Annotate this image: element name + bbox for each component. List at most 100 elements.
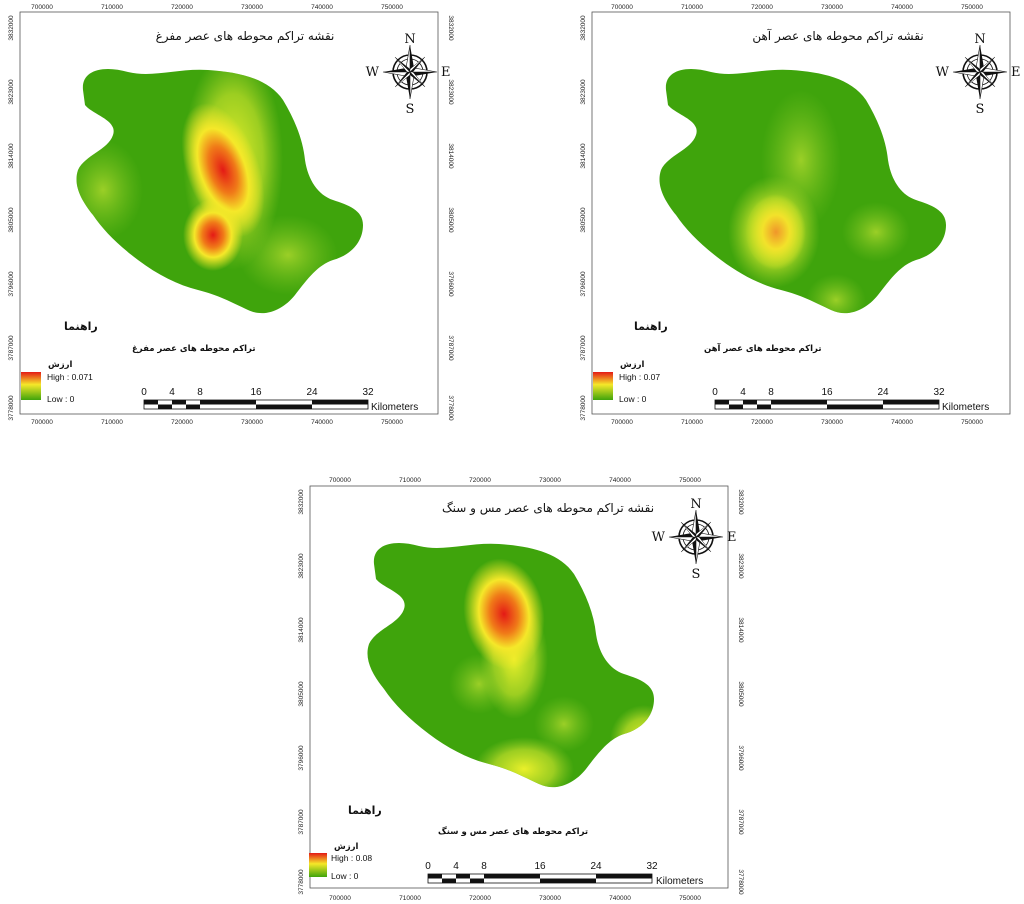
scale-label: 16 (821, 387, 833, 398)
scale-unit: Kilometers (371, 402, 418, 413)
legend-layer-name: تراکم محوطه های عصر مفرغ (132, 344, 256, 354)
scale-bar: 0 4 8 16 24 32 Kilometers (425, 861, 703, 887)
x-tick-label: 730000 (821, 419, 843, 426)
y-tick-labels-right: 3832000 3823000 3814000 3805000 3796000 … (447, 15, 454, 421)
y-tick-label: 3832000 (580, 15, 587, 41)
scale-label: 32 (646, 861, 658, 872)
north-arrow-icon: N S E W (936, 32, 1021, 117)
x-tick-label: 730000 (821, 4, 843, 11)
compass-n-label: N (404, 32, 415, 47)
scale-label: 32 (933, 387, 945, 398)
compass-n-label: N (690, 497, 701, 512)
scale-label: 24 (590, 861, 602, 872)
x-tick-label: 700000 (611, 419, 633, 426)
y-tick-label: 3814000 (298, 617, 305, 643)
legend-low-label: Low : 0 (331, 871, 359, 881)
x-tick-label: 750000 (961, 419, 983, 426)
scale-label: 16 (534, 861, 546, 872)
scale-unit: Kilometers (942, 402, 989, 413)
legend: راهنما تراکم محوطه های عصر مفرغ ارزش Hig… (21, 320, 256, 404)
legend-high-label: High : 0.07 (619, 372, 660, 382)
y-tick-label: 3787000 (298, 809, 305, 835)
compass-s-label: S (692, 567, 701, 582)
y-tick-label: 3787000 (8, 335, 15, 361)
y-tick-label: 3796000 (298, 745, 305, 771)
y-tick-label: 3805000 (737, 681, 744, 707)
y-tick-label: 3814000 (737, 617, 744, 643)
y-tick-label: 3805000 (447, 207, 454, 233)
x-tick-label: 740000 (311, 419, 333, 426)
legend: راهنما تراکم محوطه های عصر آهن ارزش High… (593, 320, 822, 404)
x-tick-label: 720000 (171, 419, 193, 426)
y-tick-label: 3778000 (298, 869, 305, 895)
x-tick-label: 750000 (381, 419, 403, 426)
x-tick-labels-top: 700000 710000 720000 730000 740000 75000… (611, 4, 983, 11)
x-tick-label: 700000 (611, 4, 633, 11)
legend-low-label: Low : 0 (47, 394, 75, 404)
compass-s-label: S (406, 102, 415, 117)
legend-color-ramp (593, 372, 613, 400)
legend-high-label: High : 0.071 (47, 372, 93, 382)
scale-label: 32 (362, 387, 374, 398)
x-tick-label: 700000 (31, 419, 53, 426)
legend-heading: راهنما (348, 804, 382, 817)
x-tick-label: 740000 (609, 895, 631, 902)
legend-layer-name: تراکم محوطه های عصر مس و سنگ (438, 826, 588, 837)
y-tick-label: 3787000 (580, 335, 587, 361)
y-tick-label: 3805000 (580, 207, 587, 233)
x-tick-labels-bottom: 700000 710000 720000 730000 740000 75000… (329, 895, 701, 902)
legend-heading: راهنما (634, 320, 668, 333)
y-tick-label: 3805000 (298, 681, 305, 707)
legend-high-label: High : 0.08 (331, 853, 372, 863)
scale-label: 4 (740, 387, 746, 398)
scale-label: 4 (169, 387, 175, 398)
scale-label: 24 (877, 387, 889, 398)
y-tick-label: 3805000 (8, 207, 15, 233)
x-tick-labels-bottom: 700000 710000 720000 730000 740000 75000… (611, 419, 983, 426)
legend-field-name: ارزش (620, 360, 645, 370)
bronze-age-density-map: 700000 710000 720000 730000 740000 75000… (0, 0, 460, 430)
y-tick-label: 3796000 (737, 745, 744, 771)
x-tick-label: 700000 (31, 4, 53, 11)
legend-field-name: ارزش (48, 360, 73, 370)
chalcolithic-density-map: 700000 710000 720000 730000 740000 75000… (292, 472, 752, 904)
compass-w-label: W (366, 65, 380, 80)
x-tick-label: 740000 (891, 4, 913, 11)
x-tick-labels-top: 700000 710000 720000 730000 740000 75000… (31, 4, 403, 11)
scale-label: 0 (712, 387, 718, 398)
x-tick-label: 710000 (101, 419, 123, 426)
map-title: نقشه تراکم محوطه های عصر مفرغ (156, 29, 335, 44)
iron-age-density-map: 700000 710000 720000 730000 740000 75000… (574, 0, 1024, 430)
compass-w-label: W (936, 65, 950, 80)
y-tick-label: 3823000 (737, 553, 744, 579)
x-tick-label: 730000 (241, 4, 263, 11)
y-tick-label: 3832000 (8, 15, 15, 41)
y-tick-label: 3787000 (447, 335, 454, 361)
map-title: نقشه تراکم محوطه های عصر مس و سنگ (442, 501, 654, 516)
y-tick-label: 3796000 (580, 271, 587, 297)
x-tick-labels-bottom: 700000 710000 720000 730000 740000 75000… (31, 419, 403, 426)
scale-label: 24 (306, 387, 318, 398)
compass-e-label: E (727, 530, 737, 545)
y-tick-label: 3814000 (8, 143, 15, 169)
legend-layer-name: تراکم محوطه های عصر آهن (704, 342, 822, 354)
x-tick-label: 730000 (539, 895, 561, 902)
scale-label: 16 (250, 387, 262, 398)
map-title: نقشه تراکم محوطه های عصر آهن (752, 28, 923, 44)
y-tick-labels-right: 3832000 3823000 3814000 3805000 3796000 … (737, 489, 744, 895)
compass-e-label: E (1011, 65, 1021, 80)
y-tick-label: 3778000 (737, 869, 744, 895)
y-tick-label: 3796000 (8, 271, 15, 297)
y-tick-labels-left: 3832000 3823000 3814000 3805000 3796000 … (580, 15, 587, 421)
scale-label: 8 (768, 387, 774, 398)
y-tick-label: 3787000 (737, 809, 744, 835)
y-tick-label: 3832000 (737, 489, 744, 515)
x-tick-label: 710000 (681, 419, 703, 426)
y-tick-label: 3778000 (580, 395, 587, 421)
y-tick-label: 3832000 (447, 15, 454, 41)
x-tick-label: 700000 (329, 895, 351, 902)
y-tick-label: 3823000 (8, 79, 15, 105)
y-tick-label: 3823000 (447, 79, 454, 105)
x-tick-label: 720000 (751, 4, 773, 11)
y-tick-label: 3823000 (580, 79, 587, 105)
